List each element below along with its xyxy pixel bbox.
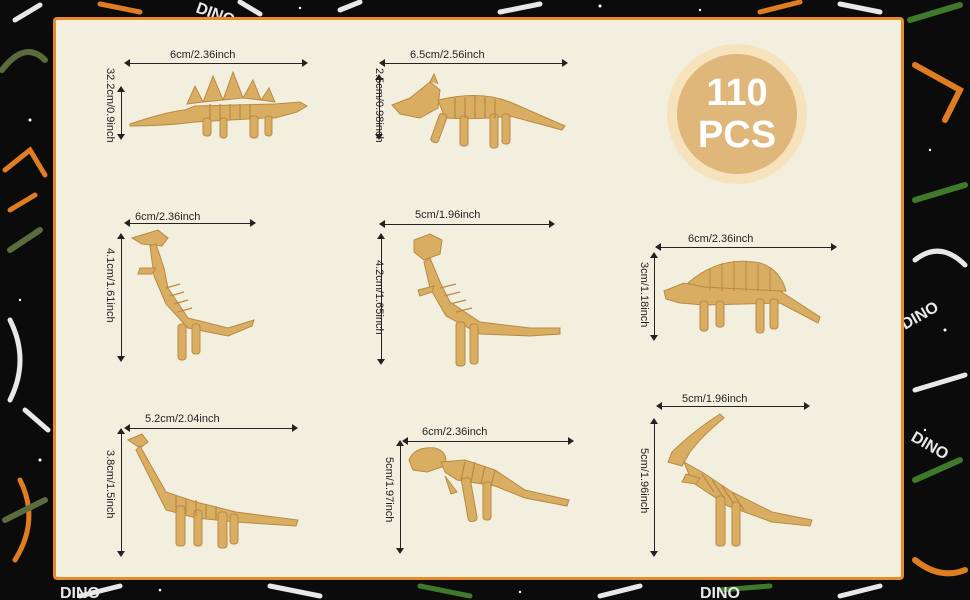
width-arrow-2: [379, 59, 568, 67]
raptor-skeleton: [130, 229, 255, 361]
badge-unit: PCS: [697, 114, 777, 156]
width-arrow-4: [379, 220, 555, 228]
height-label-2: 2.5cm/0.98inch: [373, 68, 385, 143]
height-arrow-6: [117, 428, 125, 557]
height-label-3: 4.1cm/1.61inch: [104, 248, 116, 323]
height-arrow-4: [377, 233, 385, 365]
height-label-6: 3.8cm/1.5inch: [104, 450, 116, 519]
bg-word-4: DINO: [60, 585, 100, 600]
width-arrow-8: [656, 402, 810, 410]
width-label-7: 6cm/2.36inch: [422, 426, 488, 438]
stegosaurus-skeleton: [129, 70, 308, 139]
height-arrow-5: [650, 252, 658, 341]
width-arrow-7: [402, 437, 574, 445]
width-arrow-6: [124, 424, 298, 432]
width-label-5: 6cm/2.36inch: [688, 233, 754, 245]
triceratops-skeleton: [391, 72, 566, 149]
width-label-6: 5.2cm/2.04inch: [145, 413, 220, 425]
width-arrow-5: [655, 243, 837, 251]
height-label-5: 3cm/1.18inch: [638, 262, 650, 328]
height-label-7: 5cm/1.97inch: [383, 457, 395, 523]
quantity-badge-text: 110 PCS: [677, 54, 797, 174]
height-label-4: 4.2cm/1.65inch: [373, 260, 385, 335]
height-label-8: 5cm/1.96inch: [638, 448, 650, 514]
width-label-4: 5cm/1.96inch: [415, 209, 481, 221]
width-label-3: 6cm/2.36inch: [135, 211, 201, 223]
height-arrow-7: [396, 440, 404, 554]
width-label-2: 6.5cm/2.56inch: [410, 49, 485, 61]
height-arrow-8: [650, 418, 658, 557]
bg-word-5: DINO: [700, 585, 740, 600]
width-label-1: 6cm/2.36inch: [170, 49, 236, 61]
badge-count: 110: [706, 72, 768, 114]
width-arrow-1: [124, 59, 308, 67]
width-arrow-3: [124, 219, 256, 227]
dimetrodon-skeleton: [663, 260, 821, 334]
brachiosaurus-skeleton: [126, 433, 299, 549]
height-arrow-1: [117, 86, 125, 140]
height-label-1: 32.2cm/0.9inch: [104, 68, 116, 143]
pachycephalosaurus-skeleton: [408, 447, 570, 523]
height-arrow-3: [117, 233, 125, 362]
parasaurolophus-skeleton: [667, 413, 813, 547]
t-rex-skeleton: [413, 233, 561, 367]
width-label-8: 5cm/1.96inch: [682, 393, 748, 405]
height-arrow-2: [375, 74, 383, 140]
